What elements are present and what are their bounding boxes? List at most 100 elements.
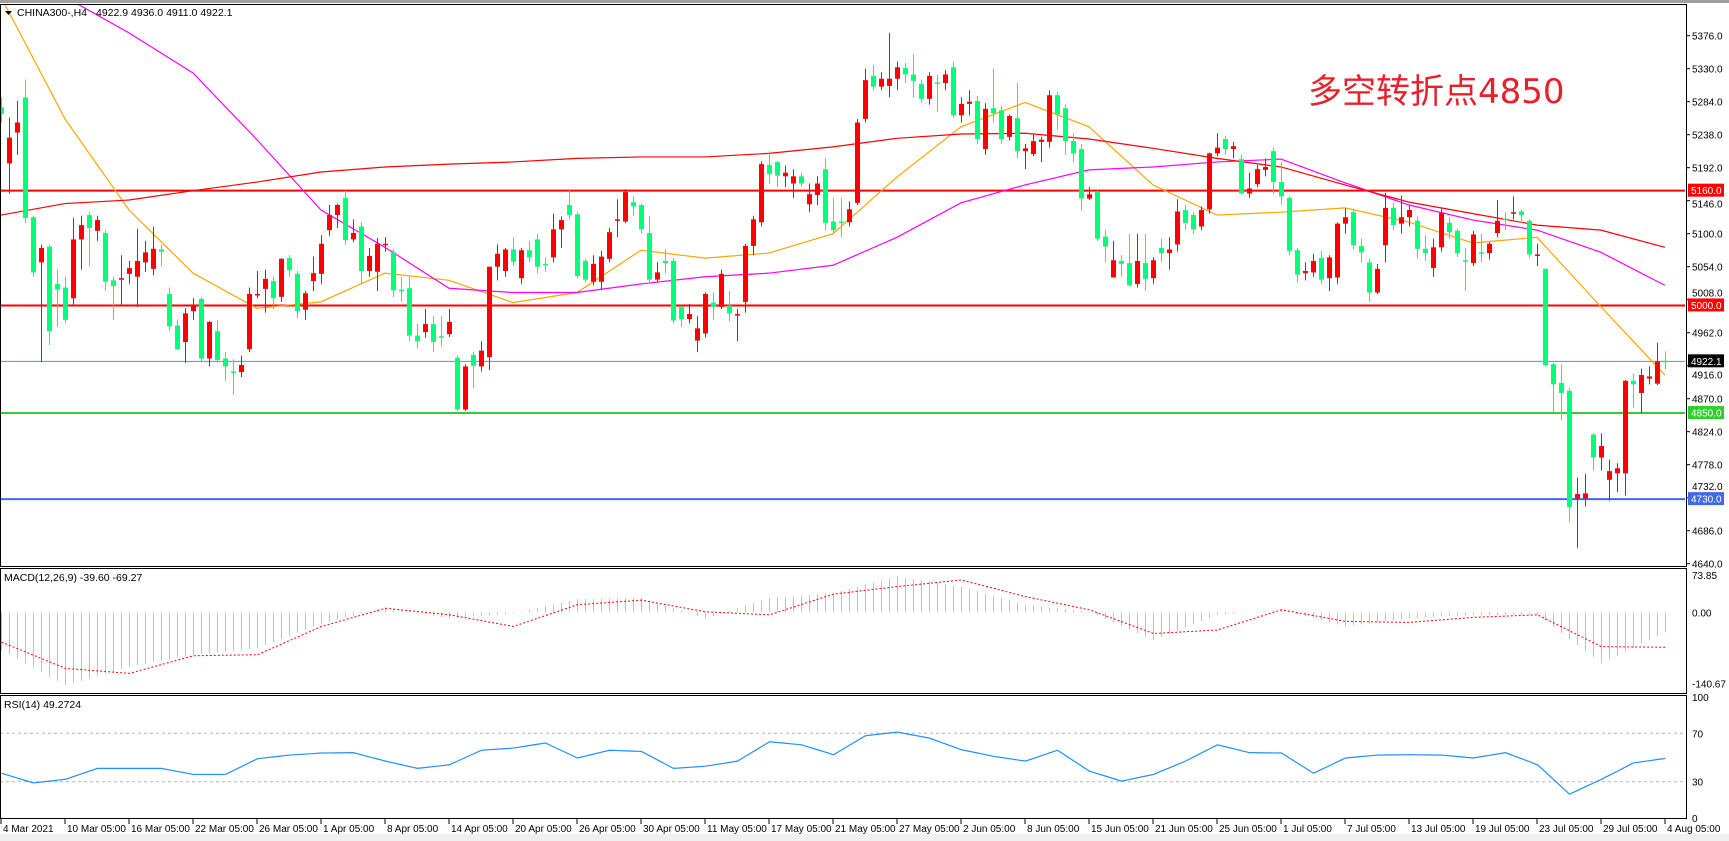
- candle-body: [623, 192, 628, 222]
- candle-body: [95, 220, 100, 231]
- candle: [255, 271, 260, 299]
- candle-body: [583, 260, 588, 280]
- candle: [1007, 114, 1012, 141]
- candle: [319, 235, 324, 284]
- candle: [223, 352, 228, 381]
- candle: [703, 292, 708, 338]
- time-tick-label: 4 Mar 2021: [3, 824, 54, 835]
- candle-body: [111, 280, 116, 287]
- candle-body: [175, 325, 180, 350]
- candle-body: [1447, 222, 1452, 233]
- candle-body: [239, 364, 244, 373]
- candle: [1159, 238, 1164, 263]
- candle-body: [343, 197, 348, 241]
- candle-body: [1559, 382, 1564, 393]
- candle-body: [303, 293, 308, 310]
- candle-body: [55, 283, 60, 290]
- candle: [1239, 154, 1244, 195]
- candle: [1663, 351, 1668, 370]
- candle: [191, 298, 196, 320]
- candle-body: [703, 293, 708, 334]
- candle-body: [783, 172, 788, 177]
- candle: [47, 244, 52, 345]
- candle: [903, 62, 908, 84]
- candle: [943, 70, 948, 91]
- candle-body: [143, 252, 148, 263]
- candle-body: [1191, 215, 1196, 230]
- candle-body: [679, 306, 684, 320]
- candle: [1255, 164, 1260, 188]
- candle-body: [647, 232, 652, 280]
- candle: [687, 304, 692, 324]
- candle-body: [943, 74, 948, 84]
- candle-body: [1111, 260, 1116, 278]
- candle-body: [999, 110, 1004, 140]
- candle-body: [431, 324, 436, 343]
- candle: [1479, 233, 1484, 263]
- candle-body: [1463, 260, 1468, 262]
- time-tick-label: 8 Apr 05:00: [387, 824, 439, 835]
- candle-body: [671, 260, 676, 321]
- candle-body: [1143, 263, 1148, 279]
- candle-body: [87, 215, 92, 228]
- candle: [607, 227, 612, 263]
- candle-body: [1151, 260, 1156, 279]
- candle: [1287, 196, 1292, 256]
- candle: [1607, 459, 1612, 501]
- candle: [855, 118, 860, 206]
- candle-body: [423, 324, 428, 332]
- time-tick-label: 8 Jun 05:00: [1027, 824, 1080, 835]
- candle-body: [959, 103, 964, 116]
- candle: [495, 244, 500, 281]
- candle: [1455, 228, 1460, 257]
- macd-label: MACD(12,26,9) -39.60 -69.27: [4, 572, 142, 584]
- candle-body: [511, 249, 516, 262]
- macd-tick-label: 0.00: [1692, 608, 1712, 619]
- candle: [407, 276, 412, 342]
- candle: [151, 226, 156, 276]
- candle: [391, 249, 396, 297]
- candle-body: [159, 249, 164, 252]
- candle-body: [223, 358, 228, 367]
- candle: [1399, 195, 1404, 234]
- candle: [663, 249, 668, 274]
- candle: [839, 197, 844, 238]
- candle-body: [119, 278, 124, 280]
- candle: [399, 276, 404, 302]
- rsi-line: [1, 731, 1666, 795]
- candle-body: [47, 246, 52, 332]
- candle: [1063, 104, 1068, 155]
- candle-body: [1215, 147, 1220, 154]
- candle-body: [655, 272, 660, 280]
- candle-body: [1183, 210, 1188, 223]
- candle: [199, 296, 204, 363]
- candle: [1031, 134, 1036, 157]
- macd-signal-line: [1, 579, 1666, 674]
- candle: [1471, 230, 1476, 266]
- candle-body: [359, 226, 364, 272]
- candle: [775, 161, 780, 188]
- candle: [559, 216, 564, 249]
- macd-axis: 73.85 0.00 -140.67: [1692, 571, 1726, 690]
- candle: [1071, 133, 1076, 162]
- candle: [1655, 342, 1660, 386]
- candle-body: [1359, 245, 1364, 253]
- candle-body: [1391, 207, 1396, 226]
- candle: [847, 201, 852, 227]
- candle-body: [1295, 250, 1300, 275]
- candle-body: [815, 183, 820, 195]
- candle: [1439, 208, 1444, 252]
- candle: [1487, 242, 1492, 260]
- candle-body: [887, 78, 892, 86]
- candle-body: [839, 221, 844, 224]
- candle: [911, 54, 916, 98]
- price-plot-area: [1, 5, 1685, 548]
- candle: [119, 255, 124, 306]
- candle: [615, 199, 620, 238]
- candle-body: [1063, 108, 1068, 142]
- dropdown-triangle-icon[interactable]: [5, 11, 12, 15]
- candle: [1543, 268, 1548, 367]
- candle: [783, 165, 788, 188]
- candle: [519, 248, 524, 284]
